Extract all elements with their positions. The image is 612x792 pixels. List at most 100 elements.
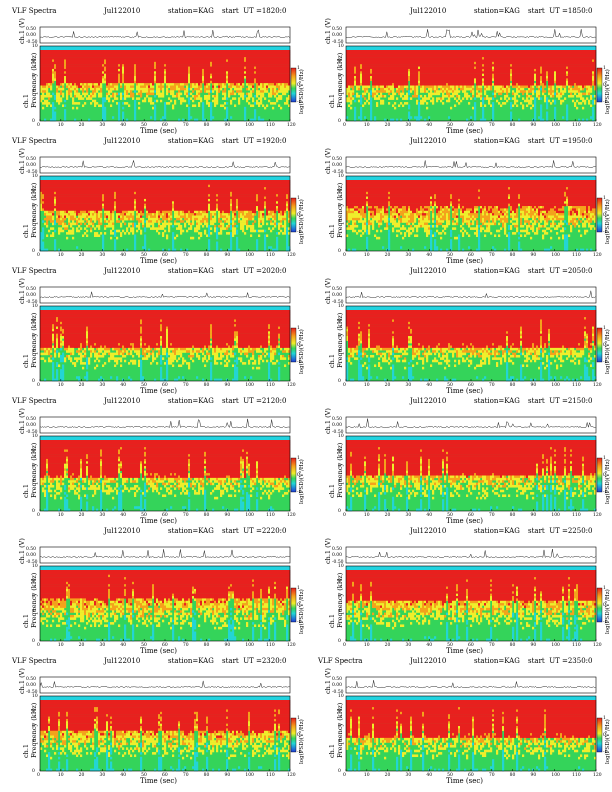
spectrogram-ytick: 4 xyxy=(338,348,341,356)
title-station: station=KAG xyxy=(168,527,214,535)
colorbar xyxy=(596,457,603,493)
spectrogram-cells xyxy=(346,50,597,122)
waveform-ytick: -0.50 xyxy=(332,559,344,567)
waveform-ylabel: ch.1 (V) xyxy=(324,148,332,174)
x-tick: 90 xyxy=(225,512,231,520)
spectrogram-cells xyxy=(40,310,291,382)
x-tick: 0 xyxy=(37,382,40,390)
x-tick: 50 xyxy=(141,642,147,650)
spectrogram-ytick: 8 xyxy=(338,188,341,196)
x-tick: 100 xyxy=(245,512,254,520)
spectrogram-ytick: 0 xyxy=(338,638,341,646)
title-left: VLF Spectra xyxy=(12,397,56,405)
spectrogram-ylabel: ch.1 Frequency (kHz) xyxy=(328,573,344,628)
colorbar-tick: -1 xyxy=(603,619,607,627)
panel-svg xyxy=(39,676,297,772)
x-tick: 60 xyxy=(468,642,474,650)
colorbar-tick: -1 xyxy=(603,749,607,757)
colorbar-tick: 1 xyxy=(603,195,606,203)
spectrogram-ytick: 6 xyxy=(32,723,35,731)
x-tick: 50 xyxy=(141,382,147,390)
spectrogram-ytick: 6 xyxy=(338,73,341,81)
spectrogram-top-band xyxy=(40,566,290,570)
title-station: station=KAG xyxy=(168,657,214,665)
x-tick: 60 xyxy=(162,642,168,650)
colorbar xyxy=(290,197,297,233)
x-tick: 100 xyxy=(551,122,560,130)
spectrogram-ytick: 4 xyxy=(32,738,35,746)
x-tick: 20 xyxy=(385,252,391,260)
title-date: Jul122010 xyxy=(104,527,140,535)
colorbar-label: log(PSD)(V²/Hz) xyxy=(298,589,306,634)
waveform-ytick: -0.50 xyxy=(26,39,38,47)
spectrogram-ytick: 10 xyxy=(32,563,38,571)
x-tick: 40 xyxy=(426,382,432,390)
x-tick: 100 xyxy=(245,382,254,390)
colorbar-tick: 0 xyxy=(603,602,606,610)
waveform-line xyxy=(345,160,596,169)
x-axis-label: Time (sec) xyxy=(446,387,483,395)
x-tick: 80 xyxy=(510,772,516,780)
x-tick: 10 xyxy=(58,122,64,130)
waveform-ytick: 0.50 xyxy=(26,416,36,424)
x-tick: 120 xyxy=(287,772,296,780)
spectrogram-ytick: 6 xyxy=(338,463,341,471)
spectrogram-ytick: 2 xyxy=(32,753,35,761)
title-start: start UT =2050:0 xyxy=(528,267,592,275)
colorbar-tick: -1 xyxy=(603,359,607,367)
x-tick: 110 xyxy=(266,642,275,650)
panel-svg xyxy=(39,546,297,642)
x-tick: 90 xyxy=(225,382,231,390)
title-date: Jul122010 xyxy=(104,657,140,665)
spectrogram-ylabel: ch.1 Frequency (kHz) xyxy=(22,443,38,498)
colorbar-label: log(PSD)(V²/Hz) xyxy=(298,69,306,114)
colorbar xyxy=(290,717,297,753)
spectrogram-ytick: 8 xyxy=(32,578,35,586)
vlf-panel: Jul122010 station=KAG start UT =2050:0 0.50… xyxy=(306,264,612,395)
colorbar-tick: 1 xyxy=(603,585,606,593)
spectrogram-ytick: 2 xyxy=(338,753,341,761)
waveform-ytick: 0.50 xyxy=(332,416,342,424)
waveform-line xyxy=(345,418,596,429)
x-tick: 70 xyxy=(183,772,189,780)
x-tick: 70 xyxy=(489,122,495,130)
colorbar-tick: 1 xyxy=(297,455,300,463)
x-tick: 60 xyxy=(468,122,474,130)
title-station: station=KAG xyxy=(474,137,520,145)
spectrogram-ytick: 10 xyxy=(338,43,344,51)
spectrogram-ytick: 0 xyxy=(338,118,341,126)
x-tick: 40 xyxy=(120,122,126,130)
x-tick: 120 xyxy=(287,382,296,390)
spectrogram-cells xyxy=(346,700,597,772)
spectrogram-ytick: 2 xyxy=(32,233,35,241)
x-tick: 90 xyxy=(531,772,537,780)
x-tick: 80 xyxy=(204,642,210,650)
colorbar-tick: 0 xyxy=(603,212,606,220)
x-tick: 120 xyxy=(287,252,296,260)
waveform-ytick: -0.50 xyxy=(332,299,344,307)
waveform-frame xyxy=(345,416,597,434)
waveform-frame xyxy=(39,26,291,44)
x-tick: 120 xyxy=(593,512,602,520)
waveform-frame xyxy=(39,416,291,434)
spectrogram-ylabel: ch.1 Frequency (kHz) xyxy=(328,313,344,368)
spectrogram-ytick: 10 xyxy=(338,563,344,571)
x-tick: 10 xyxy=(364,252,370,260)
x-axis-label: Time (sec) xyxy=(140,517,177,525)
spectrogram-top-band xyxy=(346,436,596,440)
x-tick: 40 xyxy=(120,642,126,650)
vlf-panel: VLF Spectra Jul122010 station=KAG start UT … xyxy=(306,654,612,785)
x-tick: 50 xyxy=(447,512,453,520)
spectrogram-ytick: 0 xyxy=(338,248,341,256)
waveform-ylabel: ch.1 (V) xyxy=(18,668,26,694)
title-date: Jul122010 xyxy=(104,267,140,275)
title-start: start UT =2120:0 xyxy=(222,397,286,405)
spectrogram-ytick: 0 xyxy=(338,378,341,386)
x-tick: 30 xyxy=(406,252,412,260)
panel-svg xyxy=(345,416,603,512)
x-tick: 80 xyxy=(204,252,210,260)
x-tick: 70 xyxy=(183,252,189,260)
x-tick: 80 xyxy=(204,382,210,390)
waveform-ytick: 0.50 xyxy=(26,676,36,684)
title-start: start UT =1850:0 xyxy=(528,7,592,15)
